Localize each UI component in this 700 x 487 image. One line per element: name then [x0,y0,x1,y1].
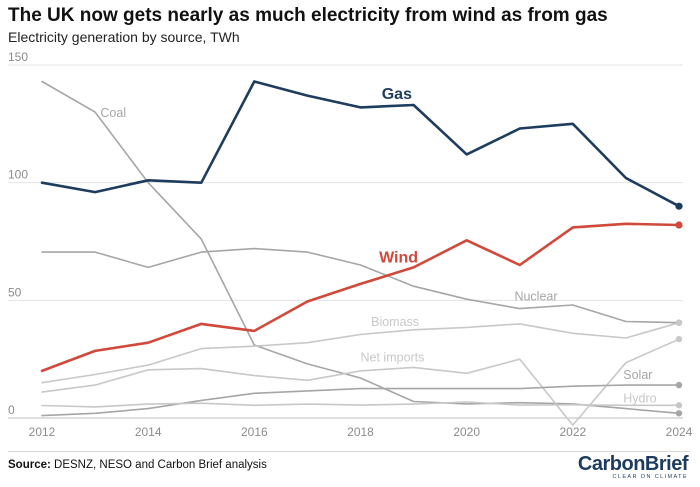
y-tick-label: 150 [8,50,28,64]
series-endpoints [675,202,683,417]
chart-subtitle: Electricity generation by source, TWh [8,29,240,45]
series-label-biomass: Biomass [371,315,419,329]
chart-title: The UK now gets nearly as much electrici… [8,5,608,26]
series-line-net-imports [41,338,680,426]
series-line-gas [40,80,681,208]
endpoint-net-imports [675,335,683,343]
series-label-net-imports: Net imports [361,351,425,365]
series-line-wind [40,222,681,373]
y-axis-ticks: 0 50 100 150 [8,50,28,417]
source-label: Source: [8,459,51,471]
endpoint-coal [675,410,683,417]
series-label-nuclear: Nuclear [514,289,557,303]
y-tick-label: 50 [8,285,22,299]
logo-tagline: CLEAR ON CLIMATE [612,474,688,480]
x-axis-ticks: 2012 2014 2016 2018 2020 2022 2024 [29,425,693,439]
series-line-nuclear [41,247,680,324]
endpoint-hydro [675,402,683,409]
gridlines [8,64,683,419]
x-tick-label: 2016 [241,425,268,439]
footer-divider [8,451,690,452]
source-note: Source: DESNZ, NESO and Carbon Brief ana… [8,459,267,471]
endpoint-gas [675,202,683,210]
series-label-gas: Gas [382,86,412,103]
series-line-solar [41,384,680,417]
series-label-wind: Wind [379,250,418,267]
endpoint-wind [675,221,683,229]
source-text: DESNZ, NESO and Carbon Brief analysis [50,459,267,471]
y-tick-label: 0 [8,403,15,417]
x-tick-label: 2012 [29,425,56,439]
series-line-hydro [41,401,680,408]
endpoint-solar [675,381,683,389]
carbon-brief-logo: CarbonBrief CLEAR ON CLIMATE [577,453,689,481]
series-labels: Gas Wind Coal Nuclear Biomass Net imports Sola… [100,86,656,406]
x-tick-label: 2014 [135,425,162,439]
series-label-solar: Solar [623,368,652,382]
y-tick-label: 100 [8,168,28,182]
series-lines [40,80,681,426]
endpoint-biomass [675,319,683,326]
line-chart: 0 50 100 150 2012 2014 2016 2018 2020 2022 2024 G… [8,50,693,439]
x-tick-label: 2024 [666,425,693,439]
logo-text: CarbonBrief [577,453,689,475]
x-tick-label: 2020 [453,425,480,439]
series-label-hydro: Hydro [623,392,656,406]
series-label-coal: Coal [100,106,126,120]
x-tick-label: 2018 [347,425,374,439]
x-tick-label: 2022 [559,425,586,439]
series-line-coal [41,80,680,415]
series-line-biomass [41,321,680,384]
